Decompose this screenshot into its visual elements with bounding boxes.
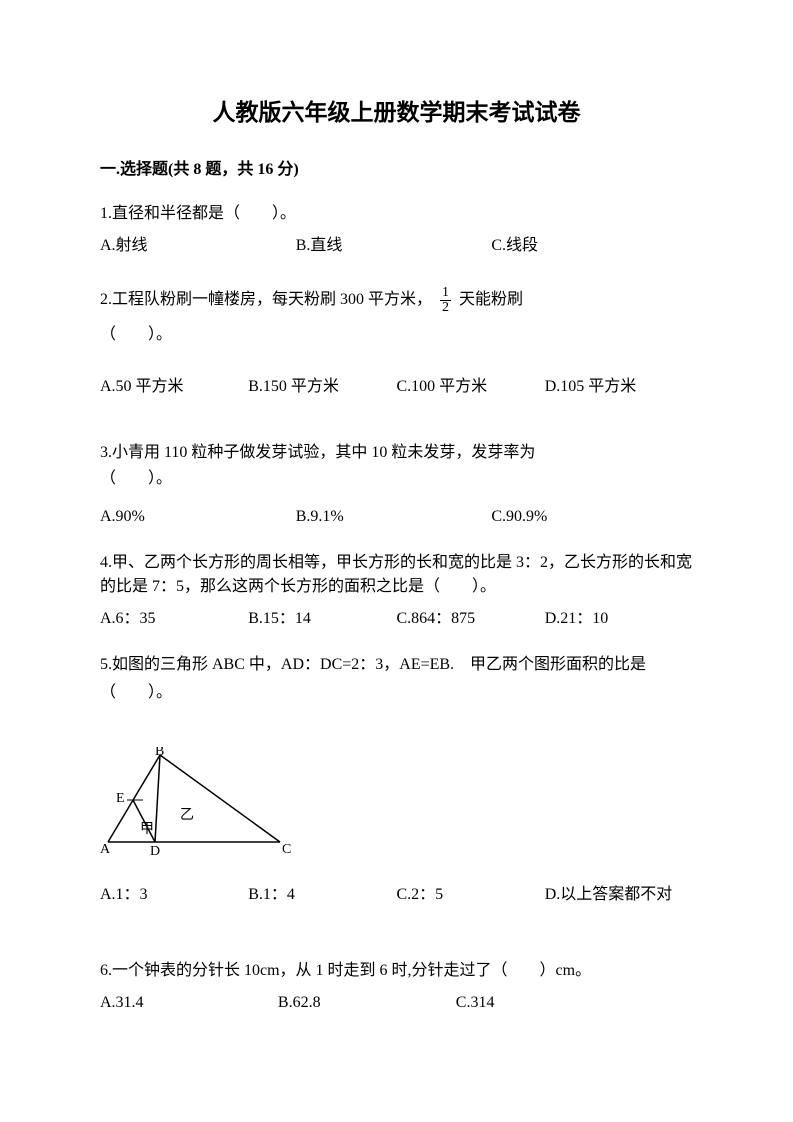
- q2-opt-a: A.50 平方米: [100, 375, 248, 399]
- q4-opt-d: D.21：10: [545, 607, 693, 631]
- q3-opt-b: B.9.1%: [296, 505, 492, 529]
- label-B: B: [155, 747, 164, 759]
- question-6: 6.一个钟表的分针长 10cm，从 1 时走到 6 时,分针走过了（ ）cm。 …: [100, 959, 693, 1015]
- question-5: 5.如图的三角形 ABC 中，AD：DC=2：3，AE=EB. 甲乙两个图形面积…: [100, 653, 693, 907]
- q3-opt-a: A.90%: [100, 505, 296, 529]
- label-A: A: [100, 842, 111, 857]
- triangle-svg: A B C D E 甲 乙: [100, 747, 300, 857]
- q3-options: A.90% B.9.1% C.90.9%: [100, 505, 693, 529]
- q6-opt-a: A.31.4: [100, 991, 278, 1015]
- q2-pre: 2.工程队粉刷一幢楼房，每天粉刷 300 平方米，: [100, 291, 432, 308]
- q5-options: A.1：3 B.1：4 C.2：5 D.以上答案都不对: [100, 883, 693, 907]
- q4-options: A.6：35 B.15：14 C.864：875 D.21：10: [100, 607, 693, 631]
- question-4: 4.甲、乙两个长方形的周长相等，甲长方形的长和宽的比是 3：2，乙长方形的长和宽…: [100, 551, 693, 631]
- q1-options: A.射线 B.直线 C.线段: [100, 234, 693, 258]
- q3-line2: （ ）。: [100, 467, 693, 491]
- q6-opt-b: B.62.8: [278, 991, 456, 1015]
- label-C: C: [282, 842, 291, 857]
- q5-opt-a: A.1：3: [100, 883, 248, 907]
- q2-opt-c: C.100 平方米: [397, 375, 545, 399]
- q2-frac-num: 1: [440, 286, 451, 301]
- section-header: 一.选择题(共 8 题，共 16 分): [100, 158, 693, 182]
- q6-opt-c: C.314: [456, 991, 634, 1015]
- q6-options: A.31.4 B.62.8 C.314: [100, 991, 693, 1015]
- q2-options: A.50 平方米 B.150 平方米 C.100 平方米 D.105 平方米: [100, 375, 693, 399]
- q5-figure: A B C D E 甲 乙: [100, 747, 693, 865]
- q1-opt-c: C.线段: [491, 234, 687, 258]
- q4-opt-c: C.864：875: [397, 607, 545, 631]
- label-jia: 甲: [140, 822, 154, 837]
- q1-opt-b: B.直线: [296, 234, 492, 258]
- q5-line1: 5.如图的三角形 ABC 中，AD：DC=2：3，AE=EB. 甲乙两个图形面积…: [100, 653, 693, 677]
- label-E: E: [116, 791, 125, 806]
- q2-opt-d: D.105 平方米: [545, 375, 693, 399]
- q2-fraction: 1 2: [440, 286, 451, 315]
- question-3: 3.小青用 110 粒种子做发芽试验，其中 10 粒未发芽，发芽率为 （ ）。 …: [100, 441, 693, 529]
- q2-opt-b: B.150 平方米: [248, 375, 396, 399]
- q3-opt-c: C.90.9%: [491, 505, 687, 529]
- q4-opt-a: A.6：35: [100, 607, 248, 631]
- question-1: 1.直径和半径都是（ ）。 A.射线 B.直线 C.线段: [100, 202, 693, 258]
- label-yi: 乙: [180, 807, 194, 823]
- q2-frac-den: 2: [440, 301, 451, 315]
- q5-opt-b: B.1：4: [248, 883, 396, 907]
- page-title: 人教版六年级上册数学期末考试试卷: [100, 95, 693, 130]
- q1-text: 1.直径和半径都是（ ）。: [100, 202, 693, 226]
- q4-opt-b: B.15：14: [248, 607, 396, 631]
- q3-line1: 3.小青用 110 粒种子做发芽试验，其中 10 粒未发芽，发芽率为: [100, 441, 693, 465]
- q5-opt-d: D.以上答案都不对: [545, 883, 693, 907]
- q2-text: 2.工程队粉刷一幢楼房，每天粉刷 300 平方米， 1 2 天能粉刷: [100, 286, 693, 315]
- q2-post: 天能粉刷: [459, 291, 523, 308]
- q6-text: 6.一个钟表的分针长 10cm，从 1 时走到 6 时,分针走过了（ ）cm。: [100, 959, 693, 983]
- q1-opt-a: A.射线: [100, 234, 296, 258]
- q2-tail: （ ）。: [100, 323, 693, 347]
- label-D: D: [150, 844, 160, 857]
- question-2: 2.工程队粉刷一幢楼房，每天粉刷 300 平方米， 1 2 天能粉刷 （ ）。 …: [100, 286, 693, 399]
- q4-text: 4.甲、乙两个长方形的周长相等，甲长方形的长和宽的比是 3：2，乙长方形的长和宽…: [100, 551, 693, 599]
- q5-opt-c: C.2：5: [397, 883, 545, 907]
- q5-line2: （ ）。: [100, 681, 693, 705]
